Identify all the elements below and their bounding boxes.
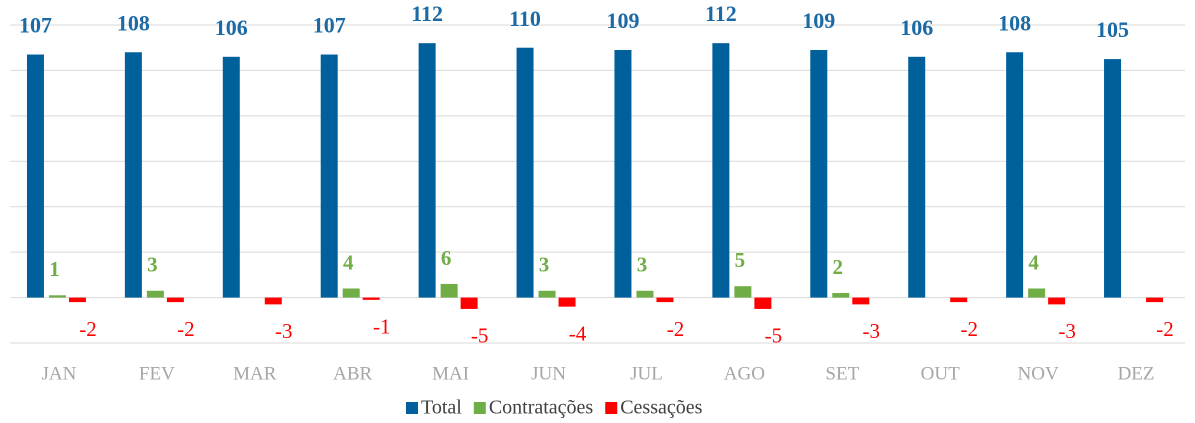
bar xyxy=(146,290,164,298)
bar xyxy=(558,297,576,307)
value-label: 109 xyxy=(606,8,639,33)
bar xyxy=(264,297,282,305)
legend-label: Total xyxy=(421,397,462,419)
value-label: 107 xyxy=(313,13,346,38)
value-label: 5 xyxy=(735,248,746,272)
value-label: 2 xyxy=(833,255,844,279)
x-tick-label: JUN xyxy=(531,363,566,384)
x-tick-label: MAI xyxy=(432,363,469,384)
value-label: 106 xyxy=(900,15,933,40)
bar xyxy=(712,43,730,298)
legend-swatch xyxy=(473,402,486,414)
value-label: 112 xyxy=(411,1,443,26)
value-label: -3 xyxy=(275,319,293,343)
bar xyxy=(1048,297,1066,305)
value-label: -2 xyxy=(177,317,195,341)
x-tick-label: DEZ xyxy=(1118,363,1155,384)
x-tick-label: FEV xyxy=(139,363,175,384)
x-tick-label: JUL xyxy=(630,363,663,384)
value-label: 4 xyxy=(343,250,354,274)
bar xyxy=(832,293,850,298)
value-label: 3 xyxy=(539,253,550,277)
bar xyxy=(538,290,556,298)
legend-swatch xyxy=(605,402,618,414)
value-label: 3 xyxy=(147,253,158,277)
value-label: 1 xyxy=(49,257,60,281)
value-label: -5 xyxy=(471,324,489,348)
value-label: -3 xyxy=(1058,319,1076,343)
value-label: 109 xyxy=(802,8,835,33)
bar xyxy=(48,295,66,298)
bar xyxy=(460,297,478,309)
value-label: 108 xyxy=(998,10,1031,35)
bar xyxy=(26,54,44,298)
legend-label: Contratações xyxy=(489,397,594,419)
x-tick-label: MAR xyxy=(233,363,277,384)
bar xyxy=(320,54,338,298)
x-tick-label: SET xyxy=(825,363,859,384)
x-tick-label: AGO xyxy=(724,363,765,384)
value-label: 108 xyxy=(117,10,150,35)
bar xyxy=(1006,52,1024,298)
legend-swatch xyxy=(406,402,418,414)
x-tick-label: OUT xyxy=(921,363,960,384)
bar xyxy=(1028,288,1046,298)
bar xyxy=(852,297,870,305)
bar xyxy=(1104,59,1122,298)
value-label: -2 xyxy=(667,317,685,341)
value-label: -2 xyxy=(79,317,97,341)
value-label: -4 xyxy=(569,321,587,345)
bar xyxy=(124,52,142,298)
bar xyxy=(636,290,654,298)
x-tick-label: JAN xyxy=(42,363,77,384)
value-label: 6 xyxy=(441,246,452,270)
bar xyxy=(950,297,968,303)
x-tick-label: ABR xyxy=(333,363,372,384)
value-label: 3 xyxy=(637,253,648,277)
bar xyxy=(362,297,380,300)
bar xyxy=(68,297,86,303)
value-label: -2 xyxy=(1156,317,1174,341)
legend-label: Cessações xyxy=(620,397,702,419)
bar xyxy=(342,288,360,298)
x-tick-label: NOV xyxy=(1018,363,1059,384)
value-label: -2 xyxy=(960,317,978,341)
bar xyxy=(440,283,458,298)
value-label: -5 xyxy=(765,324,783,348)
bar xyxy=(418,43,436,298)
bar xyxy=(656,297,674,303)
bar xyxy=(222,56,240,298)
bar xyxy=(1146,297,1164,303)
bar xyxy=(734,286,752,298)
bar xyxy=(908,56,926,298)
value-label: -3 xyxy=(863,319,881,343)
value-label: 112 xyxy=(705,1,737,26)
bar xyxy=(166,297,184,303)
value-label: -1 xyxy=(373,315,391,339)
bar xyxy=(516,47,534,298)
value-label: 110 xyxy=(509,6,541,31)
value-label: 4 xyxy=(1028,250,1039,274)
bar xyxy=(754,297,772,309)
value-label: 105 xyxy=(1096,17,1129,42)
value-label: 106 xyxy=(215,15,248,40)
bar xyxy=(810,49,828,298)
bar xyxy=(614,49,632,298)
value-label: 107 xyxy=(19,13,52,38)
